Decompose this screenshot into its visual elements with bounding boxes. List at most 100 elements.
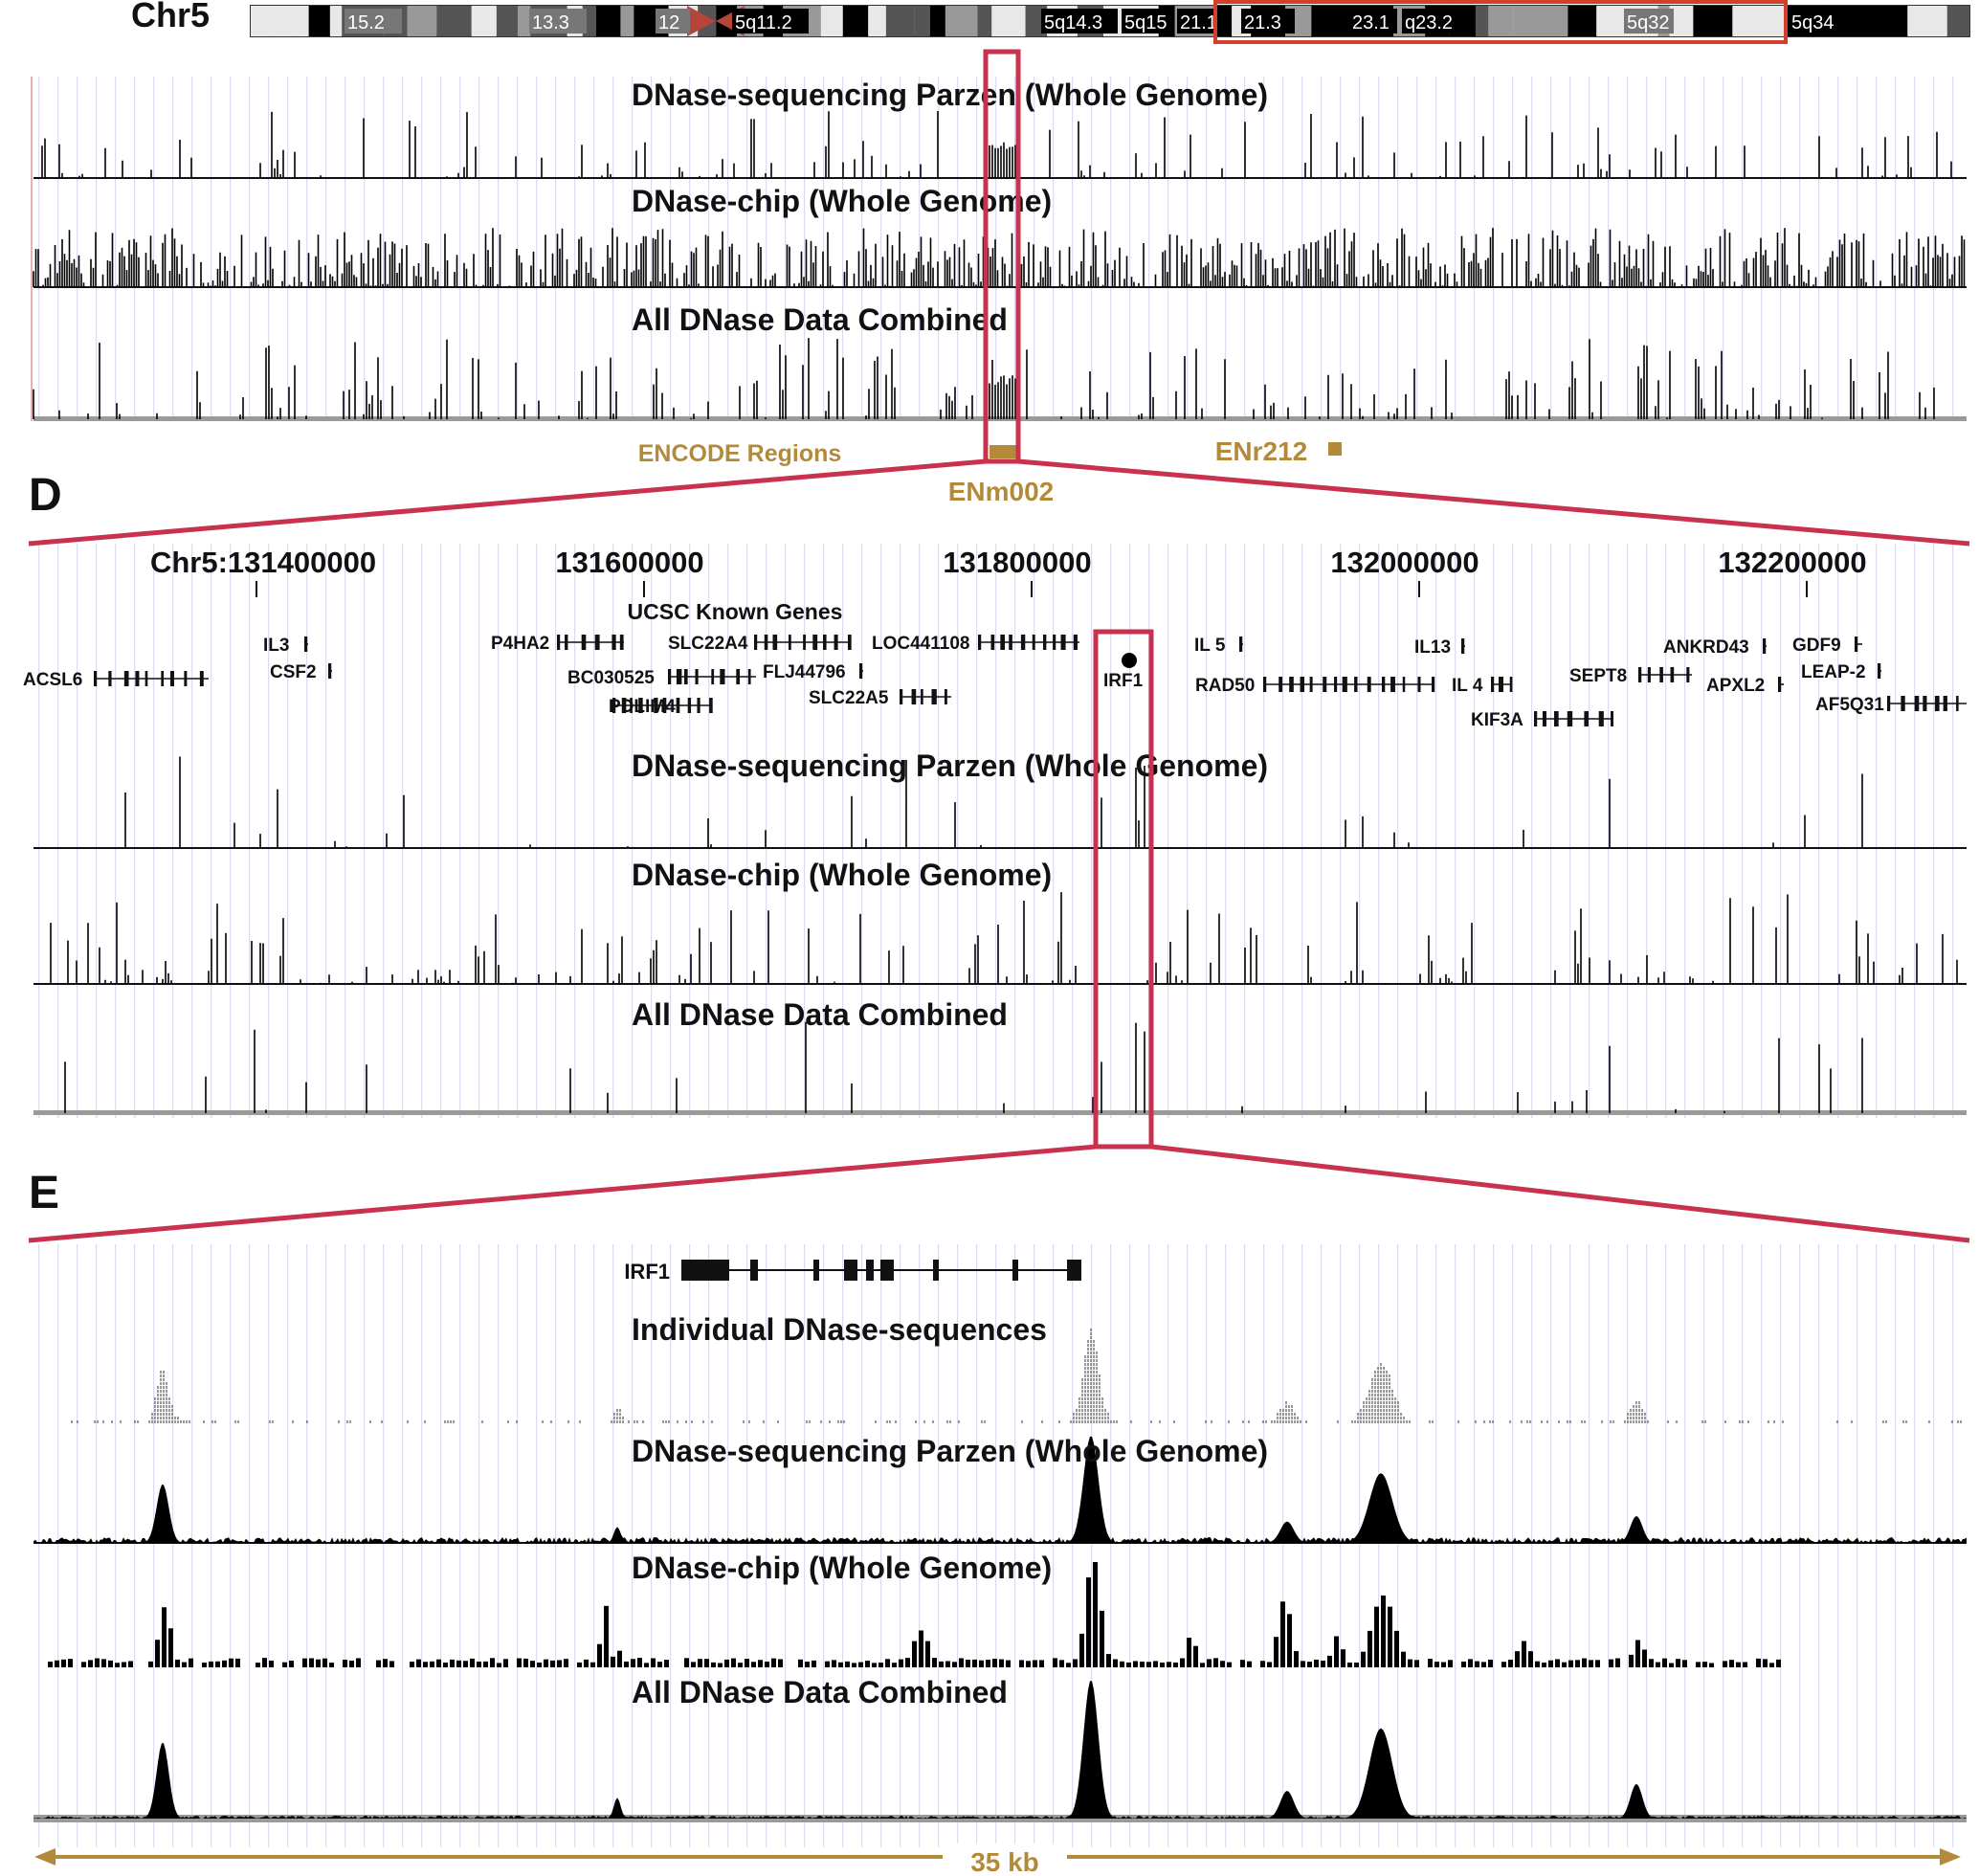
gene-exon	[720, 669, 725, 684]
chip-bar	[1006, 1660, 1011, 1667]
chip-bar	[1448, 1660, 1453, 1667]
gene-exon	[161, 671, 165, 686]
gene-exon	[1943, 696, 1947, 711]
gene-exon	[1417, 677, 1421, 692]
gene-exon	[1491, 677, 1495, 692]
chip-bar	[1314, 1659, 1319, 1667]
panel-c-grid	[32, 77, 1969, 421]
chip-bar	[1079, 1633, 1084, 1667]
encode-region-enr212-label: ENr212	[1215, 436, 1308, 466]
panel-d-combined-title: All DNase Data Combined	[632, 997, 1008, 1032]
gene-label: AF5Q31	[1815, 695, 1884, 715]
chip-bar	[1354, 1663, 1359, 1667]
chip-bar	[1555, 1659, 1560, 1667]
chip-bar	[1656, 1662, 1660, 1667]
gene-label: RAD50	[1195, 676, 1255, 696]
gene-exon	[1670, 667, 1675, 682]
chip-bar	[825, 1661, 830, 1667]
chip-bar	[1173, 1662, 1178, 1667]
ideogram-band-label-bg	[1402, 9, 1465, 34]
gene-exon	[1309, 677, 1313, 692]
gene-exon	[1461, 638, 1465, 654]
chip-bar	[1428, 1659, 1433, 1667]
chip-bar	[168, 1628, 173, 1667]
gene-exon	[764, 635, 768, 650]
chip-bar	[1187, 1637, 1191, 1667]
chip-bar	[684, 1658, 689, 1667]
chip-bar	[966, 1659, 970, 1667]
gene-exon	[1659, 667, 1663, 682]
ideogram-band-label-bg	[1349, 9, 1397, 34]
ideogram-band-segment	[1693, 6, 1733, 36]
chip-bar	[1528, 1651, 1533, 1667]
chip-bar	[1434, 1662, 1439, 1667]
ideogram-band-label: 21.1	[1180, 12, 1217, 34]
enm002-highlight-box	[983, 49, 1021, 464]
zoom-connector-d-e-left	[28, 1144, 1097, 1243]
chip-bar	[758, 1660, 763, 1667]
chip-bar	[718, 1663, 723, 1667]
chip-bar	[436, 1659, 441, 1667]
gene-exon	[1263, 677, 1267, 692]
chip-bar	[1301, 1661, 1305, 1667]
known-genes-title: UCSC Known Genes	[628, 599, 843, 624]
gene-exon	[557, 635, 561, 650]
chip-bar	[470, 1658, 475, 1667]
irf1-exon	[866, 1260, 874, 1281]
gene-exon	[747, 669, 751, 684]
gene-label: GDF9	[1792, 636, 1841, 656]
chip-bar	[1374, 1606, 1379, 1667]
chip-bar	[1321, 1661, 1325, 1667]
chip-bar	[1220, 1661, 1225, 1667]
gene-exon	[676, 698, 680, 713]
chip-bar	[945, 1661, 950, 1667]
chip-bar	[523, 1658, 528, 1667]
chip-bar	[624, 1661, 629, 1667]
ideogram-band-segment	[1865, 6, 1908, 36]
scale-bar-label-bg	[943, 1843, 1067, 1872]
chip-bar	[1535, 1661, 1540, 1667]
chip-bar	[162, 1607, 167, 1667]
chip-bar	[269, 1660, 274, 1667]
gene-exon	[1934, 696, 1940, 711]
gene-exon	[1367, 677, 1371, 692]
gene-exon	[687, 698, 692, 713]
chip-bar	[1167, 1662, 1171, 1667]
chip-bar	[122, 1662, 126, 1667]
ideogram-band-segment	[868, 6, 886, 36]
ideogram-band-label-bg	[1789, 9, 1842, 34]
chip-bar	[1227, 1662, 1232, 1667]
chip-bar	[262, 1658, 267, 1667]
gene-label: BC030525	[567, 668, 655, 688]
chip-bar	[564, 1659, 568, 1667]
chip-bar	[1595, 1660, 1600, 1667]
chip-bar	[483, 1661, 488, 1667]
chip-bar	[1468, 1659, 1473, 1667]
chip-bar	[222, 1660, 227, 1667]
chip-bar	[1676, 1659, 1680, 1667]
gene-label: IL13	[1414, 637, 1451, 658]
chip-bar	[858, 1662, 863, 1667]
ideogram-band-segment	[842, 6, 869, 36]
chip-bar	[101, 1659, 106, 1667]
chip-bar	[1642, 1649, 1647, 1667]
gene-exon	[944, 689, 947, 704]
irf1-exon	[681, 1260, 729, 1281]
zoom-connector-c-d-right	[1017, 458, 1970, 547]
chip-bar	[657, 1662, 662, 1667]
chip-bar	[745, 1659, 749, 1667]
scale-bar: 35 kb	[34, 1843, 1961, 1876]
chip-bar	[182, 1662, 187, 1667]
panel-e-grid	[32, 1244, 1969, 1847]
chip-bar	[584, 1659, 589, 1667]
gene-exon	[1611, 711, 1613, 726]
chip-bar	[1394, 1630, 1399, 1667]
panel-e-parzen-track	[33, 1436, 1967, 1544]
scale-bar-left-arrow	[34, 1848, 56, 1865]
chip-bar	[919, 1630, 923, 1667]
gene-exon	[1279, 677, 1283, 692]
ideogram-band-segment	[496, 6, 519, 36]
ideogram-band-label-bg	[345, 9, 402, 34]
gene-exon	[594, 635, 600, 650]
gene-exon	[1509, 677, 1513, 692]
